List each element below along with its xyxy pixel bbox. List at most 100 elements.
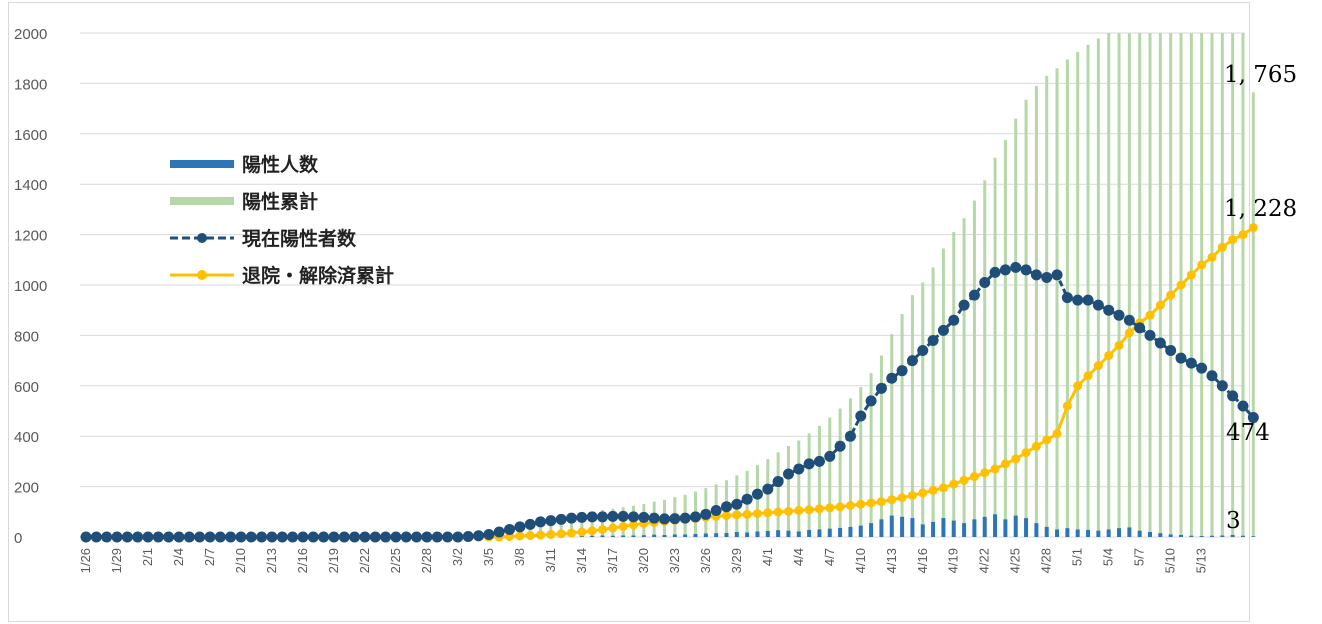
annotation-total: 1, 765 (1224, 62, 1298, 88)
active-point (173, 531, 185, 543)
active-point (948, 314, 960, 326)
recovered-point (1197, 260, 1207, 270)
recovered-point (907, 490, 917, 500)
bar-daily (838, 527, 843, 537)
active-point (576, 511, 588, 523)
y-tick-label: 2000 (14, 26, 47, 43)
recovered-point (1124, 328, 1134, 338)
x-tick-label: 3/29 (729, 548, 744, 573)
bar-daily (993, 514, 998, 537)
recovered-point (1238, 230, 1248, 240)
x-tick-label: 2/10 (233, 548, 248, 573)
bar-daily (962, 523, 967, 537)
active-point (710, 505, 722, 517)
active-point (793, 463, 805, 475)
bar-daily (1003, 519, 1008, 537)
recovered-point (536, 530, 546, 540)
recovered-point (1062, 401, 1072, 411)
recovered-point (835, 502, 845, 512)
x-tick-label: 3/2 (450, 548, 465, 566)
bar-daily (621, 535, 626, 537)
recovered-point (856, 499, 866, 509)
active-point (689, 511, 701, 523)
bar-cumulative (807, 433, 811, 537)
x-tick-label: 4/7 (822, 548, 837, 566)
x-tick-label: 3/20 (636, 548, 651, 573)
bar-daily (1075, 529, 1080, 537)
active-point (617, 510, 629, 522)
recovered-point (783, 506, 793, 516)
active-point (235, 531, 247, 543)
x-tick-label: 4/28 (1039, 548, 1054, 573)
recovered-point (825, 503, 835, 513)
bar-cumulative (879, 355, 883, 537)
legend-label: 退院・解除済累計 (242, 264, 394, 287)
recovered-point (556, 529, 566, 539)
bar-cumulative (921, 282, 925, 537)
bar-cumulative (1220, 33, 1224, 537)
active-point (493, 526, 505, 538)
active-point (276, 531, 288, 543)
active-point (328, 531, 340, 543)
active-point (1216, 380, 1228, 392)
active-point (380, 531, 392, 543)
active-point (256, 531, 268, 543)
bar-daily (931, 521, 936, 537)
bar-cumulative (590, 511, 594, 537)
recovered-point (1186, 270, 1196, 280)
recovered-point (1217, 242, 1227, 252)
active-point (762, 483, 774, 495)
recovered-point (845, 501, 855, 510)
bar-daily (1189, 535, 1194, 537)
x-tick-label: 3/14 (574, 548, 589, 573)
bar-cumulative (1086, 44, 1090, 538)
bar-cumulative (941, 248, 945, 537)
active-point (782, 468, 794, 480)
bar-cumulative (848, 398, 852, 537)
x-tick-label: 4/25 (1008, 548, 1023, 573)
active-point (865, 395, 877, 407)
bar-daily (1127, 527, 1132, 537)
bar-cumulative (1231, 33, 1235, 537)
y-tick-label: 1000 (14, 278, 47, 295)
bar-cumulative (559, 516, 563, 537)
bar-cumulative (1003, 140, 1007, 537)
legend-label: 現在陽性者数 (242, 227, 357, 250)
recovered-point (949, 479, 959, 489)
bar-daily (1096, 530, 1101, 537)
recovered-point (897, 493, 907, 503)
bar-daily (1034, 523, 1039, 537)
bar-daily (693, 533, 698, 537)
bar-daily (1210, 535, 1214, 537)
x-tick-label: 5/10 (1163, 548, 1178, 573)
x-tick-label: 4/16 (915, 548, 930, 573)
recovered-point (1052, 429, 1062, 439)
recovered-point (773, 507, 783, 517)
active-point (111, 531, 123, 543)
legend-label: 陽性人数 (242, 153, 319, 176)
x-tick-label: 3/11 (543, 548, 558, 572)
active-point (1041, 271, 1053, 283)
legend-marker (197, 233, 207, 243)
bar-daily (1199, 535, 1204, 537)
y-tick-label: 400 (14, 429, 39, 446)
recovered-point (1042, 435, 1052, 445)
active-point (1196, 362, 1208, 374)
bar-daily (724, 532, 729, 537)
active-point (638, 511, 650, 523)
active-point (245, 531, 257, 543)
active-point (473, 530, 485, 542)
x-tick-label: 4/22 (977, 548, 992, 573)
bar-cumulative (1045, 75, 1049, 537)
active-point (886, 372, 898, 384)
active-point (483, 528, 495, 540)
y-tick-label: 600 (14, 379, 39, 396)
bar-cumulative (1014, 118, 1018, 538)
bar-cumulative (1138, 33, 1142, 537)
active-point (607, 510, 619, 522)
bar-cumulative (1169, 33, 1173, 537)
bar-cumulative (776, 452, 780, 537)
bar-daily (1179, 534, 1184, 537)
